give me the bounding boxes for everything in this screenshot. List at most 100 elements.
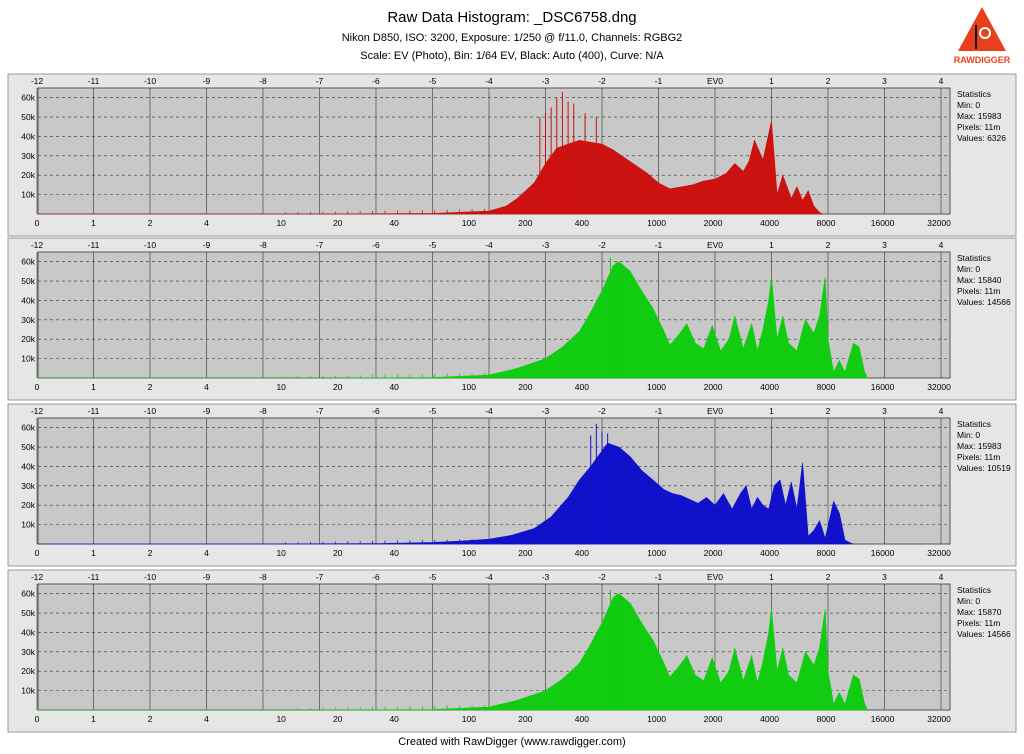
y-tick-label: 20k bbox=[21, 170, 35, 180]
statistics-max: Max: 15983 bbox=[957, 111, 1002, 121]
y-tick-label: 10k bbox=[21, 354, 35, 364]
top-axis-tick-label: -7 bbox=[316, 572, 324, 582]
bottom-axis-tick-label: 1000 bbox=[647, 548, 666, 558]
top-axis-tick-label: 4 bbox=[939, 406, 944, 416]
statistics-label: Statistics bbox=[957, 585, 991, 595]
y-tick-label: 60k bbox=[21, 589, 35, 599]
statistics-max: Max: 15840 bbox=[957, 275, 1002, 285]
bottom-axis-tick-label: 2000 bbox=[704, 548, 723, 558]
top-axis-tick-label: -4 bbox=[485, 240, 493, 250]
statistics-values: Values: 14566 bbox=[957, 629, 1011, 639]
top-axis-tick-label: -10 bbox=[144, 240, 157, 250]
top-axis-tick-label: -6 bbox=[372, 76, 380, 86]
bottom-axis-tick-label: 20 bbox=[333, 382, 343, 392]
statistics-max: Max: 15870 bbox=[957, 607, 1002, 617]
bottom-axis-tick-label: 4 bbox=[204, 382, 209, 392]
statistics-pixels: Pixels: 11m bbox=[957, 618, 1000, 628]
bottom-axis-tick-label: 1000 bbox=[647, 382, 666, 392]
top-axis-tick-label: 2 bbox=[826, 240, 831, 250]
top-axis-tick-label: 2 bbox=[826, 76, 831, 86]
statistics-values: Values: 6326 bbox=[957, 133, 1006, 143]
bottom-axis-tick-label: 2000 bbox=[704, 714, 723, 724]
top-axis-tick-label: -7 bbox=[316, 240, 324, 250]
y-tick-label: 40k bbox=[21, 295, 35, 305]
top-axis-tick-label: -5 bbox=[429, 240, 437, 250]
top-axis-tick-label: -12 bbox=[31, 406, 44, 416]
y-tick-label: 50k bbox=[21, 276, 35, 286]
y-tick-label: 60k bbox=[21, 423, 35, 433]
top-axis-tick-label: -2 bbox=[598, 572, 606, 582]
top-axis-tick-label: 4 bbox=[939, 76, 944, 86]
bottom-axis-tick-label: 400 bbox=[575, 382, 589, 392]
bottom-axis-tick-label: 32000 bbox=[927, 218, 951, 228]
y-tick-label: 20k bbox=[21, 334, 35, 344]
top-axis-tick-label: -4 bbox=[485, 406, 493, 416]
bottom-axis-tick-label: 0 bbox=[35, 382, 40, 392]
bottom-axis-tick-label: 1000 bbox=[647, 714, 666, 724]
histogram-area bbox=[37, 120, 823, 215]
bottom-axis-tick-label: 40 bbox=[389, 714, 399, 724]
bottom-axis-tick-label: 1 bbox=[91, 548, 96, 558]
y-tick-label: 30k bbox=[21, 481, 35, 491]
top-axis-tick-label: 2 bbox=[826, 572, 831, 582]
statistics-label: Statistics bbox=[957, 253, 991, 263]
bottom-axis-tick-label: 2 bbox=[148, 218, 153, 228]
bottom-axis-tick-label: 32000 bbox=[927, 714, 951, 724]
logo-ring bbox=[979, 27, 991, 39]
top-axis-tick-label: -11 bbox=[88, 240, 100, 250]
bottom-axis-tick-label: 0 bbox=[35, 218, 40, 228]
bottom-axis-tick-label: 40 bbox=[389, 548, 399, 558]
top-axis-tick-label: -6 bbox=[372, 406, 380, 416]
top-axis-tick-label: -10 bbox=[144, 76, 157, 86]
top-axis-tick-label: -2 bbox=[598, 240, 606, 250]
histogram-area bbox=[37, 261, 868, 379]
y-tick-label: 30k bbox=[21, 647, 35, 657]
bottom-axis-tick-label: 32000 bbox=[927, 548, 951, 558]
top-axis-tick-label: -3 bbox=[542, 572, 550, 582]
bottom-axis-tick-label: 16000 bbox=[871, 218, 895, 228]
y-tick-label: 10k bbox=[21, 520, 35, 530]
bottom-axis-tick-label: 200 bbox=[518, 714, 532, 724]
bottom-axis-tick-label: 8000 bbox=[817, 548, 836, 558]
top-axis-tick-label: -1 bbox=[655, 572, 663, 582]
bottom-axis-tick-label: 10 bbox=[276, 714, 286, 724]
top-axis-tick-label: 1 bbox=[769, 572, 774, 582]
bottom-axis-tick-label: 100 bbox=[462, 218, 476, 228]
bottom-axis-tick-label: 100 bbox=[462, 714, 476, 724]
top-axis-tick-label: -9 bbox=[203, 406, 211, 416]
top-axis-tick-label: 3 bbox=[882, 76, 887, 86]
top-axis-tick-label: -2 bbox=[598, 406, 606, 416]
bottom-axis-tick-label: 400 bbox=[575, 714, 589, 724]
top-axis-tick-label: 1 bbox=[769, 406, 774, 416]
y-tick-label: 50k bbox=[21, 608, 35, 618]
top-axis-tick-label: -2 bbox=[598, 76, 606, 86]
y-tick-label: 50k bbox=[21, 442, 35, 452]
top-axis-tick-label: -4 bbox=[485, 76, 493, 86]
logo-text: RAWDIGGER bbox=[954, 55, 1010, 65]
top-axis-tick-label: 3 bbox=[882, 572, 887, 582]
bottom-axis-tick-label: 1 bbox=[91, 382, 96, 392]
y-tick-label: 20k bbox=[21, 500, 35, 510]
bottom-axis-tick-label: 1000 bbox=[647, 218, 666, 228]
top-axis-tick-label: -9 bbox=[203, 76, 211, 86]
y-tick-label: 10k bbox=[21, 686, 35, 696]
y-tick-label: 50k bbox=[21, 112, 35, 122]
statistics-min: Min: 0 bbox=[957, 596, 980, 606]
y-tick-label: 30k bbox=[21, 151, 35, 161]
plot-area bbox=[37, 87, 951, 215]
bottom-axis-tick-label: 0 bbox=[35, 714, 40, 724]
bottom-axis-tick-label: 8000 bbox=[817, 714, 836, 724]
top-axis-tick-label: -3 bbox=[542, 406, 550, 416]
y-tick-label: 40k bbox=[21, 131, 35, 141]
plot-area bbox=[37, 417, 951, 545]
bottom-axis-tick-label: 8000 bbox=[817, 218, 836, 228]
top-axis-tick-label: -8 bbox=[259, 240, 267, 250]
top-axis-tick-label: -7 bbox=[316, 76, 324, 86]
top-axis-tick-label: -7 bbox=[316, 406, 324, 416]
histogram-area bbox=[37, 442, 854, 545]
top-axis-tick-label: -6 bbox=[372, 572, 380, 582]
